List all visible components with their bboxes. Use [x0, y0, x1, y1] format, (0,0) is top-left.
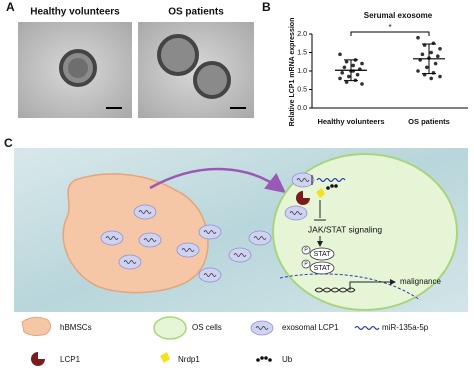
exosome — [250, 320, 274, 336]
data-point — [425, 65, 429, 70]
legend-label: miR-135a-5p — [382, 323, 429, 332]
y-tick-label: 1.0 — [297, 68, 307, 75]
data-point — [338, 52, 342, 57]
exosome — [138, 232, 162, 248]
data-point — [355, 72, 360, 77]
exosome — [284, 205, 308, 221]
exosome — [198, 267, 222, 283]
nrdp1 — [316, 188, 325, 198]
panel-label: A — [6, 0, 15, 14]
exosome — [176, 242, 200, 258]
error-bar — [344, 59, 358, 82]
phospho: P — [304, 261, 308, 267]
exosome — [291, 172, 315, 188]
panel-label: B — [262, 0, 271, 14]
data-point — [344, 80, 349, 84]
data-point — [416, 69, 420, 73]
exosome — [100, 230, 124, 246]
data-point — [429, 76, 434, 81]
data-point — [420, 52, 425, 57]
chart-title: Serumal exosome — [364, 11, 433, 20]
image-title: OS patients — [168, 7, 224, 18]
y-tick-label: 1.5 — [297, 49, 307, 56]
image-title: Healthy volunteers — [30, 7, 120, 18]
error-bar — [422, 43, 436, 75]
mirna — [316, 177, 346, 183]
transfer-arrow — [149, 167, 286, 194]
data-point — [351, 63, 356, 68]
x-tick-label: Healthy volunteers — [317, 117, 384, 126]
stat: STAT — [314, 265, 332, 272]
data-point — [429, 50, 434, 55]
y-tick-label: 2.0 — [297, 31, 307, 38]
data-point — [342, 65, 347, 70]
outcome: malignance — [400, 277, 441, 286]
phospho: P — [304, 247, 308, 253]
data-point — [347, 74, 351, 79]
exosome — [118, 254, 142, 270]
legend-key — [354, 325, 380, 331]
y-axis-label: Relative LCP1 mRNA expression — [289, 18, 296, 127]
data-point — [433, 61, 438, 66]
data-point — [438, 74, 442, 79]
data-point — [360, 82, 364, 86]
significance: * — [388, 23, 391, 32]
y-tick-label: 0.5 — [297, 86, 307, 93]
legend-key — [153, 316, 187, 340]
panel-label: C — [4, 136, 13, 150]
data-point — [344, 59, 349, 64]
data-point — [436, 54, 440, 58]
legend-label: exosomal LCP1 — [282, 323, 339, 332]
data-point — [416, 35, 420, 40]
legend-label: hBMSCs — [60, 323, 92, 332]
data-point — [360, 61, 364, 66]
data-point — [431, 41, 436, 46]
data-point — [431, 71, 436, 75]
hbmsc-cell — [62, 173, 209, 294]
lcp1 — [296, 191, 310, 205]
legend-key — [160, 352, 170, 363]
exosome — [198, 224, 222, 240]
nucleus — [279, 273, 421, 301]
legend-label: Nrdp1 — [178, 355, 200, 364]
data-point — [438, 47, 442, 51]
exosome — [228, 247, 252, 263]
significance-bracket — [350, 31, 430, 36]
data-point — [340, 71, 345, 75]
y-tick-label: 0.0 — [297, 105, 307, 112]
legend-key — [21, 316, 52, 337]
legend-label: Ub — [282, 355, 293, 364]
legend-label: OS cells — [192, 323, 222, 332]
data-point — [338, 76, 342, 81]
stat: STAT — [314, 251, 332, 258]
exosome-core — [68, 58, 88, 78]
exosome-em — [157, 34, 199, 76]
exosome — [133, 204, 157, 220]
legend-key — [31, 352, 45, 366]
legend-label: LCP1 — [60, 355, 81, 364]
x-tick-label: OS patients — [408, 117, 450, 126]
exosome — [248, 230, 272, 246]
pathway-label: JAK/STAT signaling — [308, 224, 382, 234]
exosome-em — [193, 61, 231, 99]
